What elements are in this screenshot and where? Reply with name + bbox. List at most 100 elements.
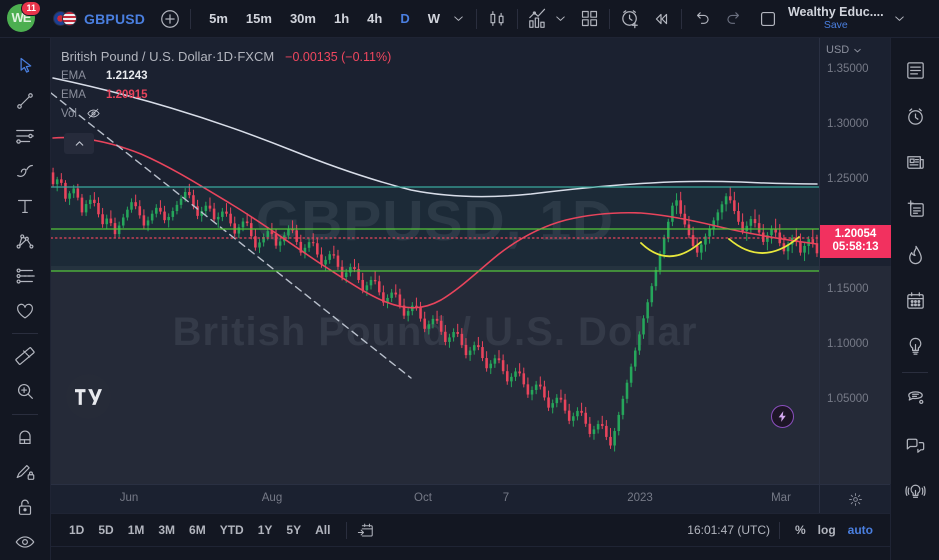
layout-title: Wealthy Educ.... — [787, 5, 884, 20]
ideas-icon[interactable] — [898, 323, 932, 369]
price-scale-currency[interactable]: USD — [826, 44, 863, 56]
clock-utc[interactable]: 16:01:47 (UTC) — [687, 523, 770, 537]
rounding-bottom-arc-2 — [728, 236, 800, 254]
eye-crossed-icon[interactable] — [86, 106, 101, 121]
legend-ema-fast-row[interactable]: EMA 1.21243 — [61, 67, 391, 84]
goto-date-icon[interactable] — [356, 521, 375, 540]
symbol-name[interactable]: GBPUSD — [84, 10, 146, 27]
ideas-stream-icon[interactable] — [898, 468, 932, 514]
undo-icon[interactable] — [691, 8, 712, 29]
chat-icon[interactable] — [898, 376, 932, 422]
timeframe-d[interactable]: D — [400, 11, 410, 26]
price-scale[interactable]: USD 1.35000 1.30000 1.25000 1.15000 1.10… — [819, 38, 891, 484]
timeframe-4h[interactable]: 4h — [367, 11, 383, 26]
layout-menu-chevron-down-icon[interactable] — [892, 11, 908, 27]
alerts-icon[interactable] — [898, 93, 932, 139]
hide-drawings-tool[interactable] — [8, 525, 42, 560]
replay-rewind-icon[interactable] — [650, 8, 672, 30]
timeframe-w[interactable]: W — [427, 11, 440, 26]
patterns-tool[interactable] — [8, 223, 42, 258]
log-scale-button[interactable]: log — [817, 523, 836, 537]
volume-label: Vol — [61, 107, 77, 120]
range-1m[interactable]: 1M — [127, 523, 145, 537]
chevron-down-icon[interactable] — [451, 11, 467, 27]
ema-slow-value: 1.20915 — [106, 88, 148, 101]
redo-icon[interactable] — [724, 8, 745, 29]
alarm-add-icon[interactable] — [619, 7, 642, 30]
candlestick-icon[interactable] — [486, 8, 508, 30]
horizontal-lines-tool[interactable] — [8, 118, 42, 153]
range-6m[interactable]: 6M — [189, 523, 206, 537]
lightning-bolt-badge[interactable] — [771, 405, 794, 428]
chart-container: GBPUSD, 1D British Pound / U.S. Dollar — [51, 38, 891, 560]
descending-trend-line — [51, 92, 412, 379]
data-window-icon[interactable] — [898, 185, 932, 231]
public-chats-icon[interactable] — [898, 422, 932, 468]
legend-interval: 1D — [216, 49, 233, 64]
trend-line-tool[interactable] — [8, 83, 42, 118]
legend-title-row[interactable]: British Pound / U.S. Dollar · 1D · FXCM … — [61, 49, 392, 64]
collapse-pane-button[interactable] — [64, 133, 94, 154]
auto-scale-button[interactable]: auto — [847, 523, 873, 537]
brush-tool[interactable] — [8, 153, 42, 188]
range-toolbar: 1D 5D 1M 3M 6M YTD 1Y 5Y All 16:01:47 (U… — [51, 513, 890, 546]
cursor-tool[interactable] — [8, 48, 42, 83]
timeframe-1h[interactable]: 1h — [333, 11, 350, 26]
save-button[interactable]: Save — [823, 18, 848, 31]
layout-name-block[interactable]: Wealthy Educ.... Save — [788, 6, 884, 30]
grid-templates-icon[interactable] — [579, 8, 600, 29]
candlestick-series — [51, 77, 819, 452]
measure-tool[interactable] — [8, 339, 42, 374]
range-1d[interactable]: 1D — [69, 523, 85, 537]
indicators-chevron-down-icon[interactable] — [553, 11, 569, 27]
timeframe-30m[interactable]: 30m — [289, 11, 316, 26]
range-1y[interactable]: 1Y — [257, 523, 273, 537]
price-tick-4: 1.10000 — [827, 338, 869, 350]
time-scale[interactable]: Jun Aug Oct 7 2023 Mar — [51, 484, 890, 514]
watchlist-icon[interactable] — [898, 47, 932, 93]
legend-exchange: FXCM — [237, 49, 275, 64]
price-tick-2: 1.25000 — [827, 173, 869, 185]
ema-slow-line — [52, 136, 818, 309]
zoom-in-tool[interactable] — [8, 374, 42, 409]
chart-pane[interactable]: GBPUSD, 1D British Pound / U.S. Dollar — [51, 38, 819, 484]
time-tick-4: 2023 — [627, 492, 653, 504]
legend-ema-slow-row[interactable]: EMA 1.20915 — [61, 86, 391, 103]
legend-volume-row[interactable]: Vol — [61, 105, 391, 122]
range-5d[interactable]: 5D — [98, 523, 114, 537]
ema-fast-line — [52, 77, 818, 198]
timeframe-15m[interactable]: 15m — [245, 11, 272, 26]
news-icon[interactable] — [898, 139, 932, 185]
range-all[interactable]: All — [315, 523, 331, 537]
forecast-tool[interactable] — [8, 258, 42, 293]
time-tick-0: Jun — [119, 492, 139, 504]
plus-circle-icon[interactable] — [159, 8, 181, 30]
current-price-badge[interactable]: 1.20054 05:58:13 — [820, 225, 891, 258]
current-price-value: 1.20054 — [834, 228, 877, 240]
chart-legend: British Pound / U.S. Dollar · 1D · FXCM … — [61, 48, 391, 124]
calendar-icon[interactable] — [898, 277, 932, 323]
lock-drawings-tool[interactable] — [8, 490, 42, 525]
indicators-icon[interactable] — [527, 7, 551, 31]
favorites-tool[interactable] — [8, 293, 42, 328]
drawing-mode-tool[interactable] — [8, 455, 42, 490]
chevron-down-icon — [854, 48, 861, 52]
rounding-bottom-arc-1 — [640, 241, 702, 258]
text-tool[interactable] — [8, 188, 42, 223]
timeframe-5m[interactable]: 5m — [209, 11, 228, 26]
gear-icon[interactable] — [819, 485, 890, 514]
user-avatar-logo[interactable]: WE 11 — [7, 0, 41, 34]
notification-badge[interactable]: 11 — [21, 0, 41, 16]
hotlist-icon[interactable] — [898, 231, 932, 277]
range-3m[interactable]: 3M — [158, 523, 176, 537]
ema-slow-label: EMA — [61, 88, 86, 101]
layout-square-icon[interactable] — [757, 8, 779, 30]
tradingview-logo-badge[interactable] — [66, 374, 111, 419]
range-5y[interactable]: 5Y — [286, 523, 302, 537]
magnet-tool[interactable] — [8, 420, 42, 455]
range-ytd[interactable]: YTD — [219, 523, 244, 537]
legend-change: −0.00135 (−0.11%) — [285, 49, 392, 64]
price-tick-0: 1.35000 — [827, 63, 869, 75]
percent-scale-button[interactable]: % — [794, 523, 806, 537]
